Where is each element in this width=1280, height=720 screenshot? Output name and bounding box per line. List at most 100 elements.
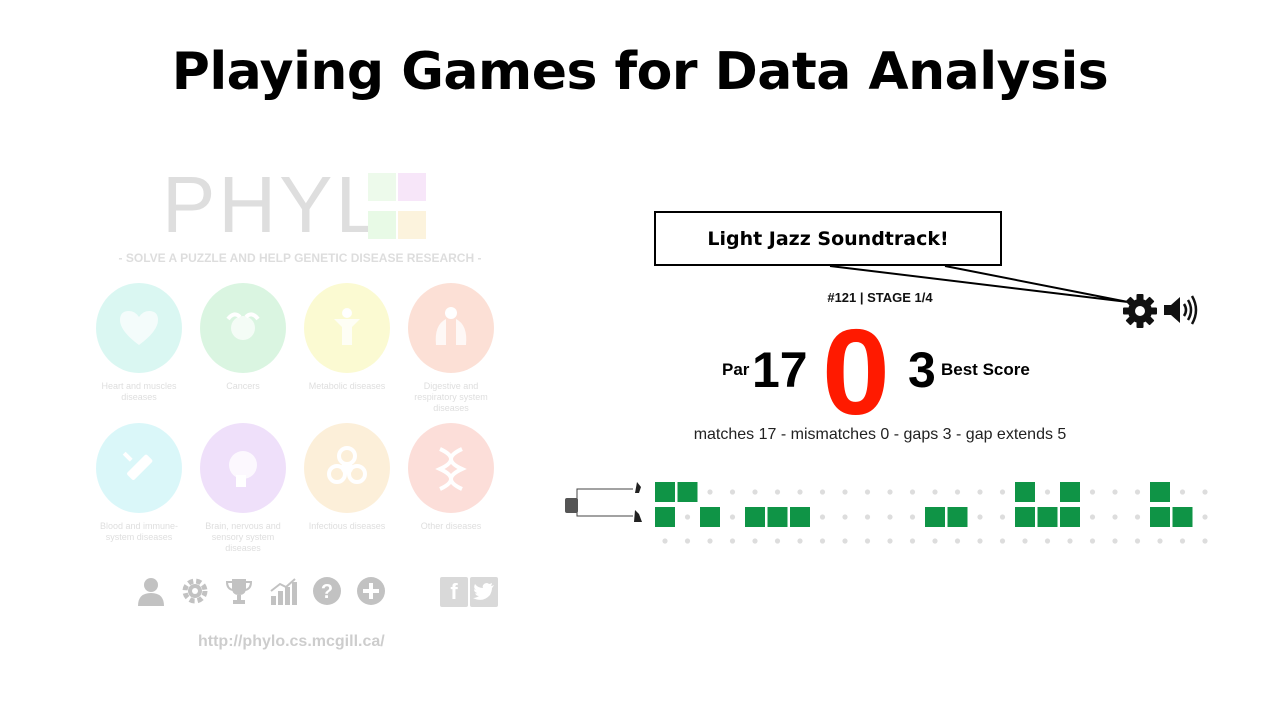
facebook-button[interactable]: f [440,577,468,607]
empty-cell-dot [1089,538,1096,544]
category-tile[interactable]: Other diseases [406,423,496,532]
best-score-label: Best Score [941,360,1030,379]
nucleotide-block[interactable] [1172,507,1193,527]
category-tile[interactable]: Infectious diseases [302,423,392,532]
social-links: f [440,577,498,607]
trophy-icon[interactable] [224,575,254,607]
nucleotide-block[interactable] [700,507,720,527]
category-label: Brain, nervous and sensory system diseas… [205,521,281,553]
empty-cell-dot [864,538,871,544]
category-label: Cancers [226,381,260,391]
nucleotide-block[interactable] [1150,507,1170,527]
slide-title: Playing Games for Data Analysis [171,42,1109,102]
nucleotide-block[interactable] [1060,507,1080,527]
category-circle [304,423,390,513]
nucleotide-block[interactable] [745,507,765,527]
nucleotide-block[interactable] [1037,507,1058,527]
empty-cell-dot [774,489,781,495]
dna-icon [435,447,467,491]
tagline: - SOLVE A PUZZLE AND HELP GENETIC DISEAS… [118,251,482,265]
category-tile[interactable]: Heart and muscles diseases [94,283,184,403]
stage-label: #121 | STAGE 1/4 [827,290,933,305]
nucleotide-block[interactable] [1150,482,1170,502]
nucleotide-block[interactable] [790,507,810,527]
brain-icon [229,451,257,487]
empty-cell-dot [999,538,1006,544]
empty-cell-dot [909,514,916,520]
tree-node-handle[interactable] [565,498,578,513]
category-circle [200,423,286,513]
empty-cell-dot [887,514,893,520]
nucleotide-block[interactable] [655,482,675,502]
category-tile[interactable]: Brain, nervous and sensory system diseas… [198,423,288,554]
empty-cell-dot [774,538,781,544]
empty-cell-dot [707,489,713,495]
phylogeny-tree [565,482,642,522]
nucleotide-block[interactable] [1015,482,1035,502]
best-score-value: 3 [908,342,936,398]
phylo-homepage-screenshot: PHYL - SOLVE A PUZZLE AND HELP GENETIC D… [90,165,510,665]
empty-cell-dot [707,538,713,544]
empty-cell-dot [1134,514,1141,520]
empty-cell-dot [842,538,848,544]
category-label: Infectious diseases [308,521,386,531]
empty-cell-dot [1044,538,1051,544]
nucleotide-block[interactable] [767,507,788,527]
empty-cell-dot [1202,489,1208,495]
logo-square [368,211,396,239]
category-tile[interactable]: Metabolic diseases [302,283,392,392]
empty-cell-dot [1089,489,1096,495]
empty-cell-dot [1067,538,1073,544]
empty-cell-dot [1157,538,1163,544]
category-circle [408,423,494,513]
category-label: Other diseases [420,521,482,531]
nucleotide-block[interactable] [655,507,675,527]
empty-cell-dot [909,489,916,495]
category-tile[interactable]: Digestive and respiratory system disease… [406,283,496,414]
empty-cell-dot [864,489,871,495]
nucleotide-block[interactable] [1060,482,1080,502]
stats-icon[interactable] [268,575,298,607]
add-icon[interactable] [356,575,386,607]
empty-cell-dot [684,538,691,544]
lungs-icon [435,307,467,345]
user-icon[interactable] [136,575,166,607]
category-label: Digestive and respiratory system disease… [414,381,488,413]
empty-cell-dot [932,538,938,544]
empty-cell-dot [887,489,893,495]
empty-cell-dot [684,514,691,520]
empty-cell-dot [1134,489,1141,495]
empty-cell-dot [1179,538,1186,544]
category-tile[interactable]: Blood and immune-system diseases [94,423,184,543]
empty-cell-dot [864,514,871,520]
empty-cell-dot [1089,514,1096,520]
empty-cell-dot [752,489,758,495]
help-icon[interactable]: ? [312,575,342,607]
nucleotide-block[interactable] [947,507,968,527]
gear-icon[interactable] [180,575,210,607]
empty-cell-dot [797,489,803,495]
empty-cell-dot [842,514,848,520]
logo-square [368,173,396,201]
nucleotide-block[interactable] [925,507,945,527]
category-tile[interactable]: Cancers [198,283,288,392]
par-label: Par [722,360,750,379]
empty-cell-dot [977,538,983,544]
crab-icon [226,312,260,340]
nucleotide-block[interactable] [1015,507,1035,527]
empty-cell-dot [1134,538,1141,544]
twitter-button[interactable] [470,577,498,607]
empty-cell-dot [819,538,826,544]
category-circle [304,283,390,373]
speaker-icon[interactable] [1162,293,1202,327]
nucleotide-block[interactable] [677,482,698,502]
logo-square [398,173,426,201]
logo-square [398,211,426,239]
empty-cell-dot [1044,489,1051,495]
empty-cell-dot [1112,514,1118,520]
empty-cell-dot [954,538,961,544]
settings-gear-icon[interactable] [1122,293,1158,329]
empty-cell-dot [932,489,938,495]
callout-text: Light Jazz Soundtrack! [707,227,949,250]
